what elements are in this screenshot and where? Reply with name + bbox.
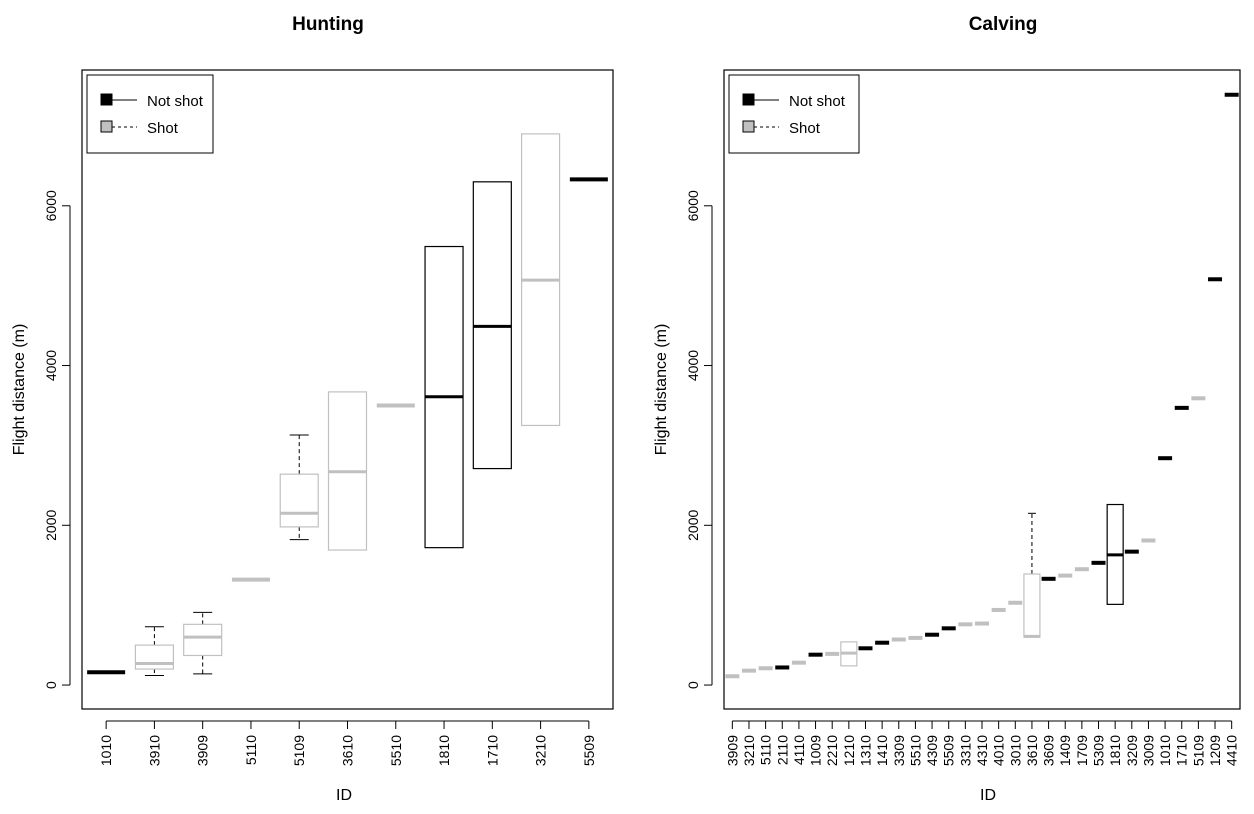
chart-panel-calving: Calving 0 2000 4000 6000 Flight distance (m) 3… [653,14,1241,804]
x-tick-label: 4110 [791,735,807,765]
x-tick-label: 3909 [724,735,740,766]
x-tick-label: 5509 [941,735,957,766]
plot-frame [81,69,614,710]
box-1710 [472,181,512,470]
y-tick-label: 4000 [685,350,701,381]
x-tick-label: 3910 [146,735,162,766]
x-axis-label: ID [336,787,352,804]
x-tick-label: 1409 [1057,735,1073,766]
x-tick-label: 5509 [581,735,597,766]
box-3210 [520,133,561,427]
x-tick-label: 3309 [891,735,907,766]
y-tick-label: 4000 [43,350,59,381]
x-tick-label: 1009 [808,735,824,766]
x-tick-label: 5109 [1190,735,1206,766]
x-axis: 1010 3910 3909 5110 5109 3610 5510 1810 1710 3210… [98,720,597,766]
y-axis: 0 2000 4000 6000 [43,190,71,689]
y-tick-label: 6000 [685,190,701,221]
x-tick-label: 4010 [991,735,1007,766]
x-tick-label: 3610 [1024,735,1040,766]
x-tick-label: 1410 [874,735,890,766]
x-tick-label: 3609 [1041,735,1057,766]
x-tick-label: 1810 [1107,735,1123,766]
y-axis-label: Flight distance (m) [653,324,670,456]
x-tick-label: 3209 [1124,735,1140,766]
legend-swatch-shot [100,120,113,133]
chart-title: Hunting [292,14,364,35]
x-tick-label: 5110 [758,735,774,765]
x-tick-label: 4309 [924,735,940,766]
y-tick-label: 6000 [43,190,59,221]
x-tick-label: 5309 [1091,735,1107,766]
x-tick-label: 3610 [340,735,356,766]
legend-label: Shot [789,120,821,137]
legend-swatch-not_shot [742,93,755,106]
x-tick-label: 5109 [291,735,307,766]
box-1810 [424,245,464,549]
legend-label: Shot [147,120,179,137]
x-tick-label: 5510 [388,735,404,766]
box-rect [183,623,223,657]
x-tick-label: 1310 [857,735,873,766]
x-tick-label: 1209 [1207,735,1223,766]
x-tick-label: 1210 [841,735,857,766]
y-tick-label: 0 [43,681,59,689]
x-tick-label: 2110 [774,735,790,765]
legend-label: Not shot [789,93,846,110]
x-tick-label: 2210 [824,735,840,766]
y-tick-label: 2000 [43,510,59,541]
x-tick-label: 5510 [907,735,923,766]
x-tick-label: 3210 [741,735,757,766]
x-tick-label: 3310 [957,735,973,766]
box-rect [1023,573,1041,638]
legend-box [728,74,860,154]
chart-title: Calving [969,14,1038,35]
x-tick-label: 4410 [1224,735,1240,766]
box-3910 [134,626,175,676]
legend: Not shot Shot [86,74,214,154]
box-3610 [327,391,368,551]
box-rect [134,644,175,670]
box-1810 [1106,503,1124,605]
legend: Not shot Shot [728,74,860,154]
plot-frame [723,69,1241,710]
x-tick-label: 3909 [195,735,211,766]
x-tick-label: 1710 [1174,735,1190,766]
x-tick-label: 3210 [533,735,549,766]
y-axis-label: Flight distance (m) [11,324,28,456]
legend-label: Not shot [147,93,204,110]
chart-panel-hunting: Hunting 0 2000 4000 6000 Flight distance (m) 1… [11,14,614,804]
x-tick-label: 4310 [974,735,990,766]
x-tick-label: 1810 [436,735,452,766]
y-axis: 0 2000 4000 6000 [685,190,713,689]
legend-swatch-shot [742,120,755,133]
box-5109 [279,434,319,541]
y-tick-label: 0 [685,681,701,689]
x-tick-label: 1010 [98,735,114,766]
legend-box [86,74,214,154]
box-1210 [840,641,858,667]
x-tick-label: 1010 [1157,735,1173,766]
x-tick-label: 1709 [1074,735,1090,766]
box-3610 [1023,512,1041,638]
box-rect [279,473,319,528]
box-3909 [183,611,223,675]
x-tick-label: 3009 [1140,735,1156,766]
x-axis-label: ID [980,787,996,804]
legend-swatch-not_shot [100,93,113,106]
x-tick-label: 1710 [484,735,500,766]
y-tick-label: 2000 [685,510,701,541]
x-tick-label: 5110 [243,735,259,765]
x-tick-label: 3010 [1007,735,1023,766]
